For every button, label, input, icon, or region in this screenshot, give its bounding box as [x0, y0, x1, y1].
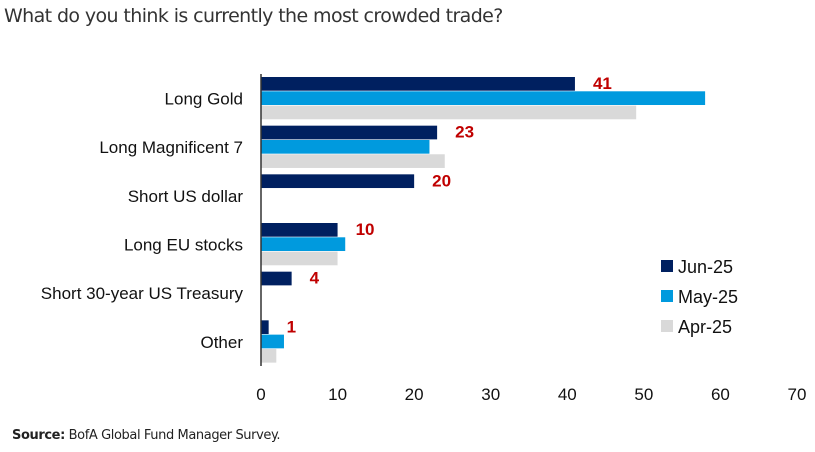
data-label-4: 4	[310, 269, 320, 288]
x-tick-label-10: 10	[328, 385, 347, 404]
x-tick-label-20: 20	[405, 385, 424, 404]
bar-may-25-5	[261, 334, 284, 349]
x-tick-label-0: 0	[256, 385, 265, 404]
legend-label-may-25: May-25	[678, 287, 738, 307]
bar-apr-25-5	[261, 348, 277, 363]
category-label-3: Long EU stocks	[124, 235, 243, 254]
legend-swatch-may-25	[661, 290, 673, 302]
category-label-5: Other	[200, 333, 243, 352]
bar-jun-25-5	[261, 320, 269, 335]
legend-label-apr-25: Apr-25	[678, 317, 732, 337]
source-text: BofA Global Fund Manager Survey.	[64, 428, 281, 443]
bar-jun-25-4	[261, 271, 292, 286]
bar-jun-25-3	[261, 223, 338, 237]
bar-may-25-1	[261, 139, 430, 154]
bar-apr-25-0	[261, 105, 637, 120]
x-tick-label-30: 30	[481, 385, 500, 404]
data-label-5: 1	[287, 317, 296, 336]
x-tick-label-70: 70	[788, 385, 807, 404]
bar-jun-25-0	[261, 77, 575, 91]
bar-apr-25-3	[261, 251, 338, 266]
category-label-1: Long Magnificent 7	[99, 138, 243, 157]
source-note: Source: BofA Global Fund Manager Survey.	[12, 428, 281, 443]
legend-swatch-jun-25	[661, 260, 673, 272]
data-label-2: 20	[432, 171, 451, 190]
legend-label-jun-25: Jun-25	[678, 257, 733, 277]
x-tick-label-60: 60	[711, 385, 730, 404]
x-tick-label-40: 40	[558, 385, 577, 404]
x-tick-label-50: 50	[634, 385, 653, 404]
data-label-1: 23	[455, 123, 474, 142]
data-label-0: 41	[593, 74, 612, 93]
chart-title: What do you think is currently the most …	[4, 5, 503, 27]
bar-may-25-3	[261, 237, 346, 251]
bar-jun-25-2	[261, 174, 415, 189]
x-axis-ticks: 0 10 20 30 40 50 60 70	[256, 385, 806, 404]
legend: Jun-25 May-25 Apr-25	[661, 257, 738, 337]
legend-swatch-apr-25	[661, 320, 673, 332]
category-label-4: Short 30-year US Treasury	[41, 284, 244, 303]
bar-may-25-0	[261, 91, 706, 105]
source-label: Source:	[12, 428, 65, 443]
category-labels: Long Gold Long Magnificent 7 Short US doll…	[41, 89, 244, 351]
bar-jun-25-1	[261, 125, 438, 140]
bars-group	[261, 77, 706, 363]
data-label-3: 10	[356, 220, 375, 239]
category-label-0: Long Gold	[165, 89, 243, 108]
bar-apr-25-1	[261, 154, 445, 168]
category-label-2: Short US dollar	[128, 187, 244, 206]
